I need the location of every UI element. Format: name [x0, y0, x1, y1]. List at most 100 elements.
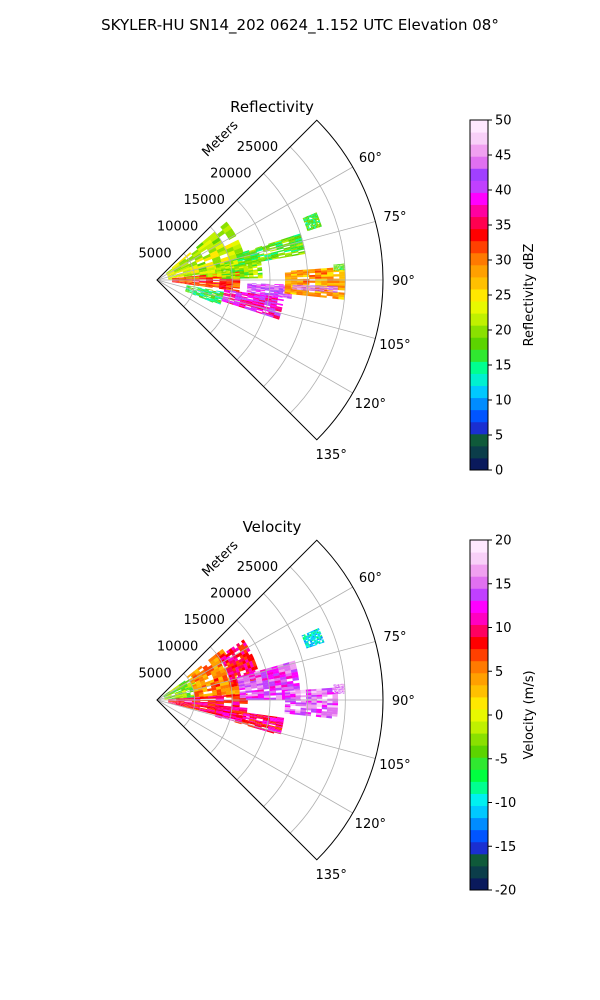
echo-gate [236, 711, 244, 714]
echo-gate [260, 289, 266, 292]
echo-gate [176, 700, 185, 702]
echo-gate [175, 684, 180, 688]
echo-gate [271, 296, 279, 299]
echo-gate [188, 260, 197, 266]
echo-gate [291, 253, 300, 257]
echo-gate [333, 270, 335, 271]
echo-gate [198, 283, 207, 286]
echo-gate [339, 283, 346, 286]
echo-gate [219, 285, 227, 288]
echo-gate [332, 290, 338, 292]
echo-gate [333, 289, 338, 290]
colorbar-swatch [470, 409, 488, 423]
echo-gate [215, 686, 222, 690]
echo-gate [316, 702, 323, 706]
echo-gate [341, 692, 343, 693]
echo-gate [198, 246, 208, 254]
echo-gate [254, 726, 262, 730]
echo-gate [191, 697, 201, 700]
echo-gate [164, 697, 169, 699]
echo-gate [178, 282, 186, 285]
echo-gate [268, 683, 276, 687]
angle-gridline [156, 221, 376, 281]
echo-gate [244, 659, 250, 664]
echo-gate [327, 280, 334, 284]
echo-gate [307, 218, 310, 221]
echo-gate [338, 269, 340, 271]
echo-gate [258, 299, 266, 303]
echo-gate [210, 297, 215, 300]
echo-gate [339, 268, 341, 269]
echo-gate [262, 246, 270, 250]
echo-gate [300, 707, 307, 711]
echo-gate [243, 679, 251, 683]
colorbar-swatch [470, 264, 488, 278]
colorbar-swatch [470, 180, 488, 193]
echo-gate [174, 267, 183, 273]
echo-gate [300, 713, 306, 716]
echo-gate [316, 218, 318, 221]
echo-gate [305, 635, 309, 637]
echo-gate [267, 314, 274, 318]
echo-gate [339, 686, 341, 688]
echo-gate [220, 269, 226, 272]
echo-gate [198, 708, 208, 712]
echo-gate [238, 263, 246, 266]
echo-gate [292, 287, 298, 288]
echo-gate [260, 670, 268, 675]
echo-gate [198, 709, 207, 713]
echo-gate [192, 283, 200, 286]
echo-gate [332, 694, 339, 697]
echo-gate [334, 267, 336, 269]
echo-gate [280, 679, 288, 683]
echo-gate [326, 293, 334, 297]
echo-gate [179, 694, 184, 696]
echo-gate [173, 689, 178, 693]
echo-gate [283, 664, 291, 670]
echo-gate [335, 266, 338, 268]
echo-gate [236, 253, 244, 257]
echo-gate [273, 294, 279, 297]
echo-gate [302, 636, 305, 639]
echo-gate [245, 698, 253, 701]
angle-tick-label: 120° [355, 397, 386, 412]
echo-gate [257, 267, 263, 270]
echo-gate [289, 712, 296, 715]
echo-gate [251, 257, 259, 261]
echo-gate [334, 691, 337, 692]
echo-gate [296, 269, 304, 273]
echo-gate [250, 307, 257, 312]
echo-gate [289, 708, 296, 712]
colorbar-swatch [470, 433, 488, 447]
echo-gate [277, 298, 284, 302]
echo-gate [303, 220, 306, 222]
echo-gate [211, 255, 221, 262]
echo-gate [181, 680, 186, 684]
echo-gate [326, 709, 333, 712]
echo-gate [339, 268, 341, 270]
echo-gate [192, 284, 200, 286]
echo-gate [342, 688, 344, 690]
echo-gate [234, 719, 243, 723]
echo-gate [342, 268, 344, 269]
echo-gate [189, 678, 195, 683]
echo-gate [310, 287, 316, 289]
echo-gate [184, 687, 190, 690]
echo-gate [333, 687, 335, 688]
echo-gate [275, 305, 283, 309]
echo-gate [284, 288, 292, 291]
echo-gate [305, 216, 308, 218]
echo-gate [258, 258, 266, 262]
echo-gate [251, 261, 259, 264]
echo-gate [296, 287, 302, 289]
echo-gate [337, 689, 339, 691]
echo-gate [244, 258, 252, 261]
echo-gate [207, 705, 216, 708]
echo-gate [176, 687, 181, 691]
echo-gate [192, 685, 198, 689]
echo-gate [295, 691, 302, 694]
echo-gate [225, 690, 231, 695]
echo-gate [200, 682, 207, 687]
echo-gate [295, 239, 303, 243]
colorbar-swatch [470, 817, 488, 831]
